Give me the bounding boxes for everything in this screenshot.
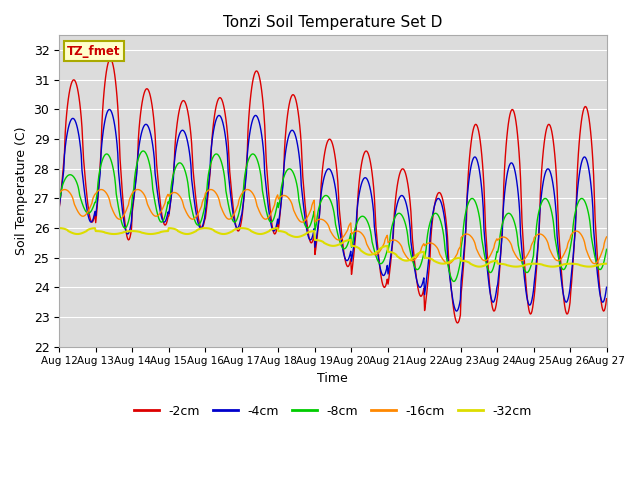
Title: Tonzi Soil Temperature Set D: Tonzi Soil Temperature Set D [223,15,442,30]
Text: TZ_fmet: TZ_fmet [67,45,121,58]
Y-axis label: Soil Temperature (C): Soil Temperature (C) [15,127,28,255]
X-axis label: Time: Time [317,372,348,385]
Legend: -2cm, -4cm, -8cm, -16cm, -32cm: -2cm, -4cm, -8cm, -16cm, -32cm [129,400,537,423]
